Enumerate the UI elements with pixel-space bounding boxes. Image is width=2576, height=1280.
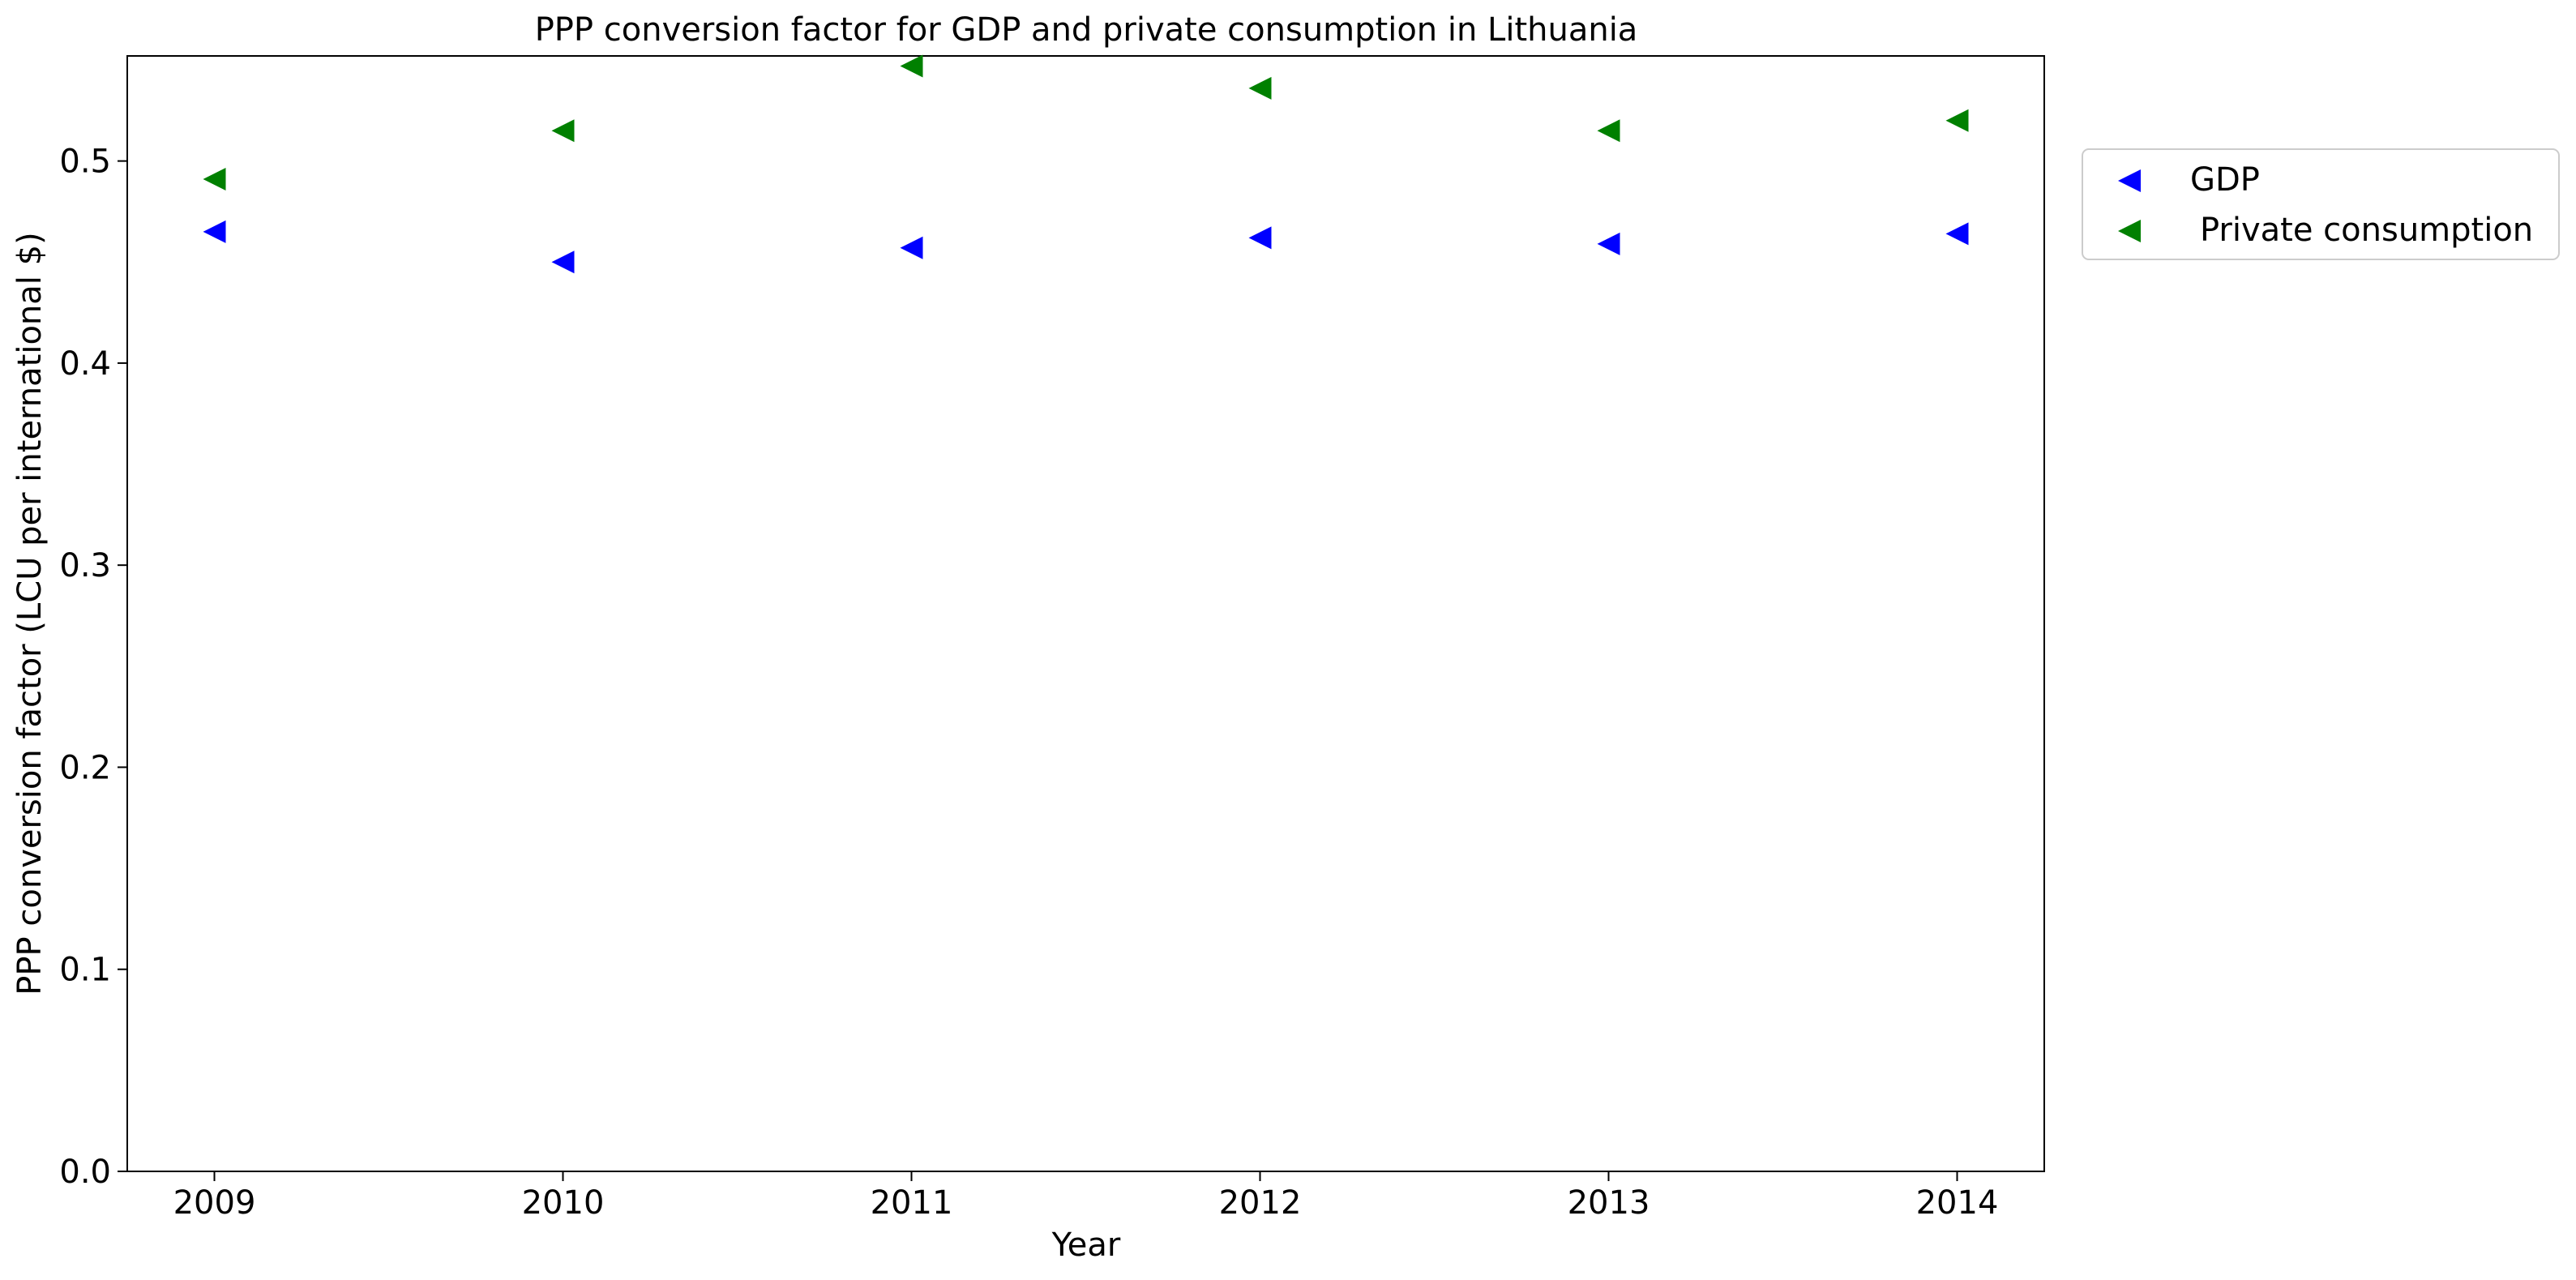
- y-tick-label: 0.2: [59, 749, 111, 786]
- legend-marker-gdp: [2118, 169, 2141, 192]
- x-tick-label: 2009: [173, 1184, 256, 1222]
- x-tick-label: 2010: [522, 1184, 605, 1222]
- point-gdp: [1597, 232, 1620, 255]
- plot-area: [126, 55, 2045, 1172]
- data-points: [203, 54, 1969, 274]
- y-tick-label: 0.3: [59, 547, 111, 584]
- y-tick-label: 0.4: [59, 345, 111, 383]
- legend: GDP Private consumption: [2082, 148, 2560, 260]
- legend-frame: [2082, 148, 2560, 260]
- chart-title: PPP conversion factor for GDP and privat…: [535, 11, 1638, 49]
- point-gdp: [203, 220, 226, 243]
- point-private-consumption: [900, 54, 923, 78]
- x-tick-label: 2014: [1916, 1184, 1999, 1222]
- y-axis-ticks: 0.0 0.1 0.2 0.3 0.4 0.5: [59, 143, 127, 1191]
- legend-label-private-consumption: Private consumption: [2200, 212, 2533, 249]
- point-private-consumption: [1945, 109, 1969, 132]
- legend-marker-private-consumption: [2118, 220, 2141, 242]
- legend-label-gdp: GDP: [2190, 161, 2260, 199]
- point-private-consumption: [1597, 119, 1620, 143]
- point-private-consumption: [551, 119, 575, 143]
- point-gdp: [1248, 226, 1272, 250]
- x-tick-label: 2013: [1568, 1184, 1650, 1222]
- x-tick-label: 2011: [871, 1184, 953, 1222]
- y-tick-label: 0.5: [59, 143, 111, 181]
- x-axis-ticks: 2009 2010 2011 2012 2013 2014: [173, 1171, 1999, 1222]
- y-tick-label: 0.0: [59, 1154, 111, 1191]
- point-private-consumption: [203, 168, 226, 191]
- point-gdp: [1945, 222, 1969, 246]
- point-gdp: [900, 236, 923, 259]
- point-private-consumption: [1248, 76, 1272, 100]
- y-axis-label: PPP conversion factor (LCU per internati…: [11, 232, 49, 995]
- y-tick-label: 0.1: [59, 952, 111, 989]
- point-gdp: [551, 250, 575, 274]
- x-axis-label: Year: [1051, 1226, 1121, 1264]
- x-tick-label: 2012: [1219, 1184, 1302, 1222]
